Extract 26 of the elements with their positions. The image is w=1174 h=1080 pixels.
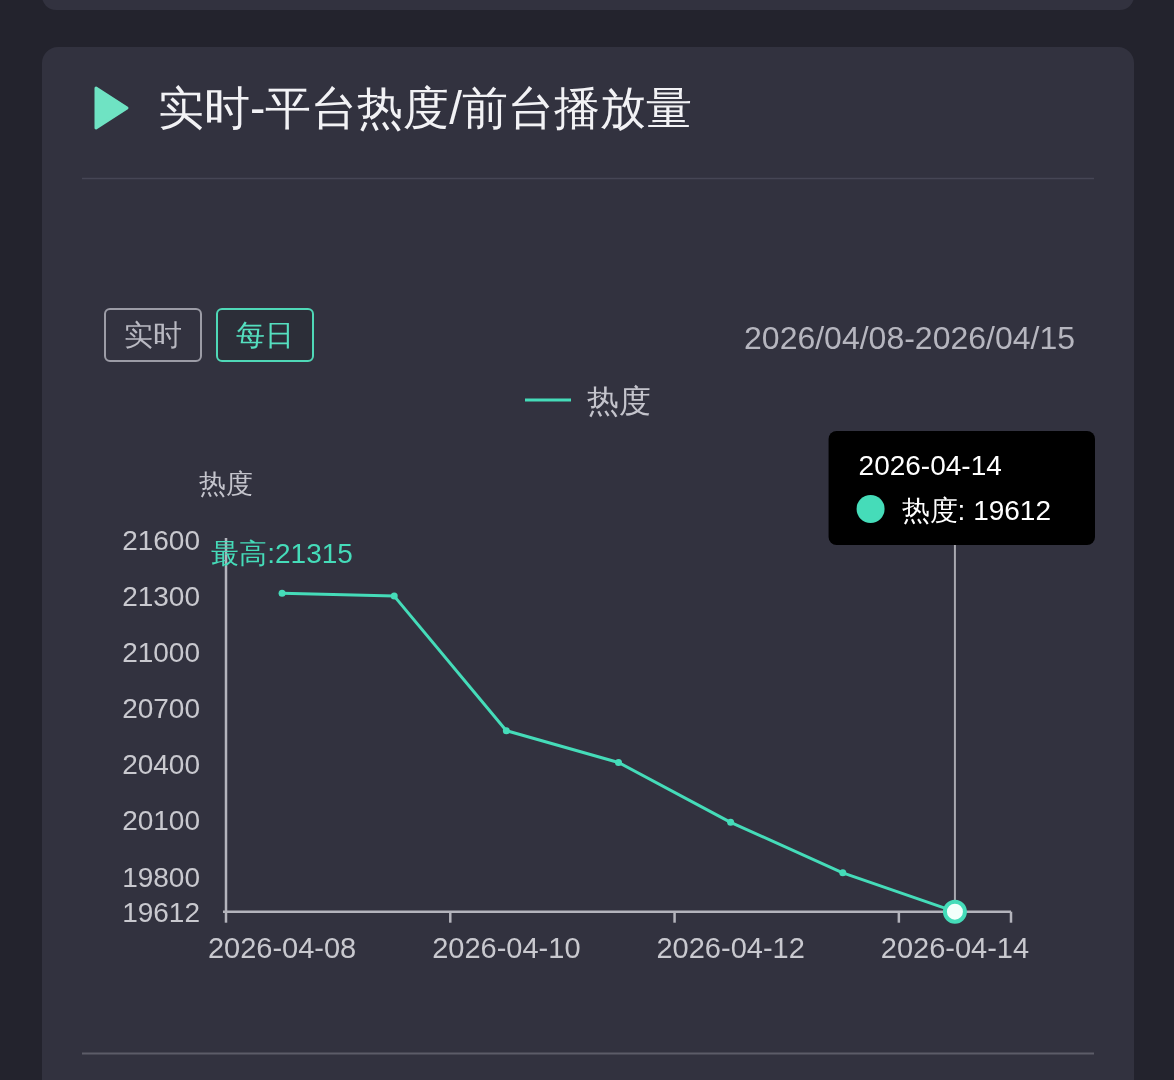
y-tick-label: 21300 bbox=[122, 581, 200, 613]
chart-title: 实时-平台热度/前台播放量 bbox=[158, 82, 693, 134]
text: 每日 bbox=[236, 319, 294, 351]
legend-label: 热度 bbox=[587, 383, 651, 419]
x-tick-label: 2026-04-10 bbox=[432, 931, 581, 964]
text: 热度: 19612 bbox=[901, 495, 1051, 526]
y-tick-label: 19800 bbox=[122, 861, 200, 893]
text: 2026-04-14 bbox=[858, 450, 1002, 481]
point bbox=[390, 592, 398, 600]
y-tick-label: 19612 bbox=[122, 896, 200, 928]
point bbox=[615, 759, 622, 766]
y-tick-label: 20100 bbox=[122, 805, 200, 837]
x-tick-label: 2026-04-12 bbox=[656, 931, 805, 964]
point bbox=[839, 869, 847, 877]
chart-subtitle: 2026/04/08-2026/04/15 bbox=[744, 320, 1075, 356]
y-axis-title: 热度 bbox=[199, 469, 253, 499]
y-tick-label: 21600 bbox=[122, 525, 200, 556]
y-tick-label: 20700 bbox=[122, 693, 200, 725]
x-tick-label: 2026-04-14 bbox=[880, 931, 1030, 964]
text: 实时 bbox=[124, 319, 182, 351]
y-tick-label: 20400 bbox=[122, 749, 200, 781]
point bbox=[278, 589, 286, 597]
y-tick-label: 21000 bbox=[122, 637, 200, 669]
point bbox=[502, 727, 510, 735]
x-tick-label: 2026-04-08 bbox=[207, 931, 357, 964]
point bbox=[727, 818, 735, 826]
